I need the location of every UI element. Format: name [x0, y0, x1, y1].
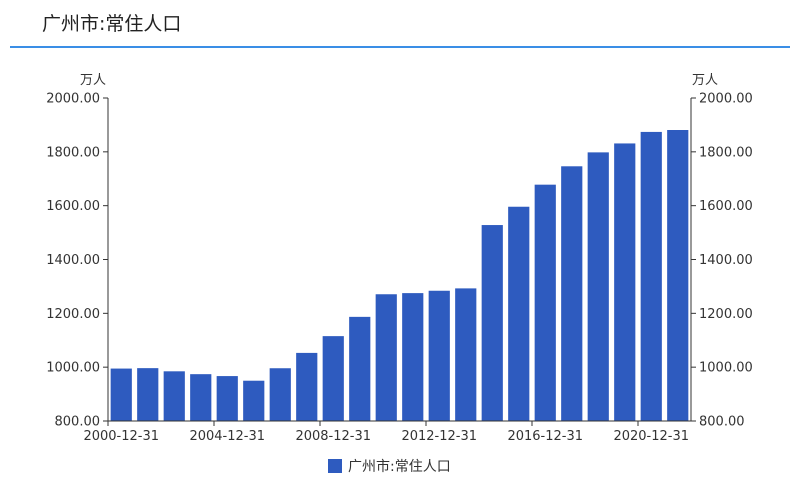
- right-y-tick-label: 1600.00: [699, 199, 753, 214]
- legend-label[interactable]: 广州市:常住人口: [348, 458, 451, 475]
- legend-swatch[interactable]: [328, 459, 342, 473]
- left-y-tick-label: 1000.00: [46, 361, 100, 376]
- page-title: 广州市:常住人口: [42, 13, 182, 35]
- x-tick-label: 2000-12-31: [83, 429, 159, 444]
- left-y-tick-label: 1400.00: [46, 253, 100, 268]
- x-tick-label: 2016-12-31: [507, 429, 583, 444]
- right-y-tick-label: 1400.00: [699, 253, 753, 268]
- bar-2010-12-31[interactable]: [375, 294, 397, 421]
- bar-2013-12-31[interactable]: [455, 288, 477, 421]
- left-y-tick-label: 1200.00: [46, 307, 100, 322]
- left-y-tick-label: 1600.00: [46, 199, 100, 214]
- bar-series: [110, 130, 689, 422]
- left-y-tick-label: 800.00: [55, 415, 101, 430]
- bar-2016-12-31[interactable]: [534, 184, 556, 421]
- bar-2017-12-31[interactable]: [561, 166, 583, 421]
- title-divider: [10, 46, 790, 48]
- bar-2007-12-31[interactable]: [296, 352, 318, 421]
- bar-2003-12-31[interactable]: [190, 374, 212, 421]
- bar-2006-12-31[interactable]: [269, 368, 291, 421]
- bar-2018-12-31[interactable]: [587, 152, 609, 421]
- right-y-tick-label: 1800.00: [699, 145, 753, 160]
- bar-2001-12-31[interactable]: [137, 368, 159, 421]
- bar-2014-12-31[interactable]: [481, 225, 503, 421]
- right-y-tick-label: 2000.00: [699, 92, 753, 107]
- right-y-tick-label: 800.00: [699, 415, 745, 430]
- right-y-tick-label: 1200.00: [699, 307, 753, 322]
- x-tick-label: 2020-12-31: [613, 429, 689, 444]
- bar-2015-12-31[interactable]: [508, 206, 530, 421]
- bar-2011-12-31[interactable]: [402, 293, 424, 421]
- right-axis-unit: 万人: [692, 73, 718, 88]
- x-tick-label: 2012-12-31: [401, 429, 477, 444]
- x-tick-label: 2008-12-31: [295, 429, 371, 444]
- bar-2009-12-31[interactable]: [349, 316, 371, 421]
- bar-2012-12-31[interactable]: [428, 290, 450, 421]
- left-y-tick-label: 1800.00: [46, 145, 100, 160]
- bar-2021-12-31[interactable]: [667, 130, 689, 421]
- right-y-tick-label: 1000.00: [699, 361, 753, 376]
- chart-header: 广州市:常住人口: [0, 0, 800, 48]
- bar-2000-12-31[interactable]: [110, 368, 132, 421]
- left-y-tick-label: 2000.00: [46, 92, 100, 107]
- bar-2005-12-31[interactable]: [243, 380, 265, 421]
- x-tick-label: 2004-12-31: [189, 429, 265, 444]
- bar-2004-12-31[interactable]: [216, 376, 238, 421]
- left-axis-unit: 万人: [80, 73, 106, 88]
- bar-2019-12-31[interactable]: [614, 143, 636, 421]
- bar-2002-12-31[interactable]: [163, 371, 185, 421]
- chart-axes: 800.00 800.00 1000.00 1000.00 1200.00 1200.00…: [46, 92, 753, 445]
- bar-2008-12-31[interactable]: [322, 336, 344, 421]
- chart-legend[interactable]: 广州市:常住人口: [328, 458, 451, 475]
- bar-2020-12-31[interactable]: [640, 131, 662, 422]
